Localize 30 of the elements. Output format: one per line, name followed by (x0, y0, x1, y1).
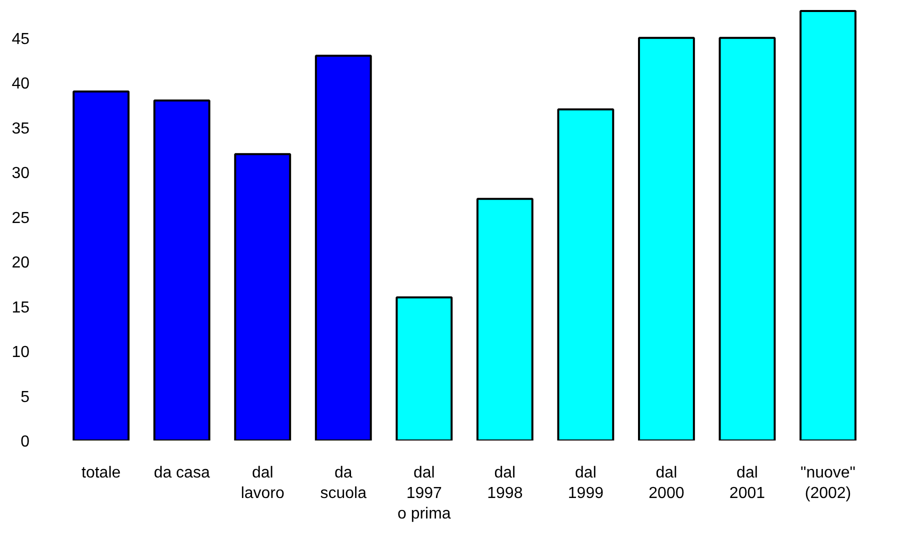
y-tick-label: 45 (12, 30, 30, 48)
y-tick-label: 20 (12, 254, 30, 272)
bar (314, 54, 372, 440)
x-tick-label: dal 1999 (568, 464, 604, 502)
x-tick-label: dal 2001 (729, 464, 766, 502)
bar (800, 10, 856, 440)
y-tick-label: 0 (20, 434, 30, 450)
bar (718, 36, 776, 440)
bar (396, 296, 453, 440)
y-tick-label: 25 (12, 210, 30, 227)
bar (153, 99, 210, 440)
y-tick-label: 30 (12, 165, 30, 182)
bar (638, 36, 695, 440)
bar (557, 108, 614, 440)
bar (234, 153, 292, 440)
y-tick-label: 15 (12, 299, 30, 316)
y-tick-label: 35 (12, 120, 30, 138)
bar (72, 90, 130, 440)
y-tick-label: 40 (12, 76, 30, 93)
y-tick-label: 5 (20, 388, 30, 406)
x-tick-label: "nuove" (2002) (800, 464, 856, 502)
x-tick-label: da scuola (320, 464, 367, 502)
x-tick-label: dal 1997 o prima (397, 464, 451, 522)
x-tick-label: da casa (154, 464, 210, 482)
x-tick-label: dal 2000 (648, 464, 684, 502)
x-tick-label: dal lavoro (240, 464, 285, 502)
y-tick-label: 10 (12, 344, 30, 362)
x-tick-label: dal 1998 (487, 464, 523, 502)
bar (476, 198, 534, 440)
x-tick-label: totale (82, 464, 121, 482)
